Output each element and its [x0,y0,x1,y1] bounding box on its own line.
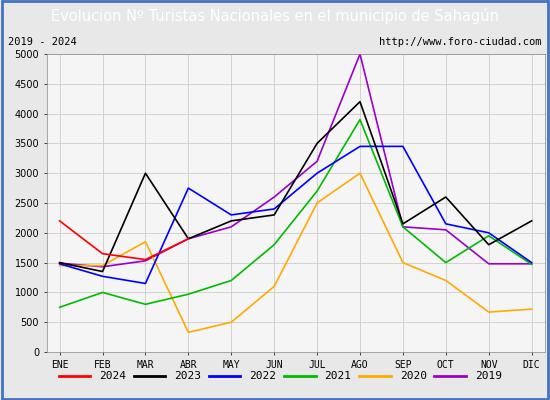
Text: Evolucion Nº Turistas Nacionales en el municipio de Sahagún: Evolucion Nº Turistas Nacionales en el m… [51,8,499,24]
Text: 2022: 2022 [250,371,277,381]
Text: 2023: 2023 [174,371,201,381]
Text: http://www.foro-ciudad.com: http://www.foro-ciudad.com [379,37,542,47]
Text: 2020: 2020 [400,371,427,381]
Text: 2019: 2019 [475,371,502,381]
Text: 2019 - 2024: 2019 - 2024 [8,37,77,47]
Text: 2021: 2021 [324,371,351,381]
Text: 2024: 2024 [99,371,126,381]
